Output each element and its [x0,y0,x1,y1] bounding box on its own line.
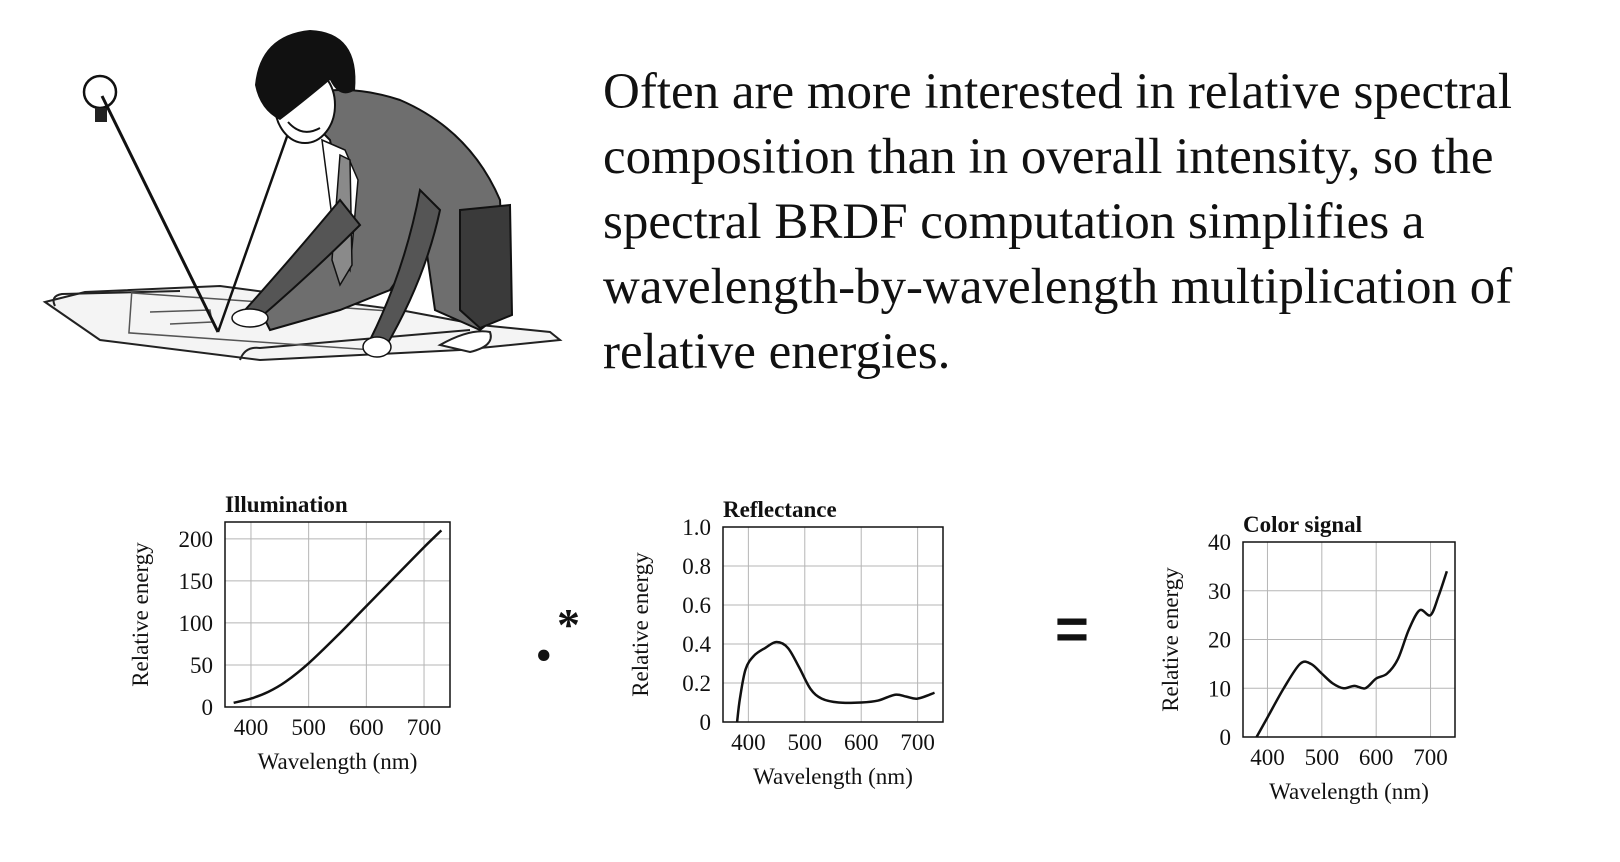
y-tick-label: 150 [179,569,214,594]
equals-operator: = [1055,597,1089,662]
slide-caption: Often are more interested in relative sp… [603,60,1603,385]
plot-frame [224,521,451,708]
caption-line: composition than in overall intensity, s… [603,129,1494,185]
x-tick-label: 600 [844,730,879,755]
x-axis-label: Wavelength (nm) [258,749,418,774]
x-tick-label: 700 [407,715,442,740]
x-tick-label: 500 [788,730,823,755]
illumination-chart: 400 500 600 700 0 50 100 150 200 Illumination Wave… [128,495,451,774]
chart-title: Color signal [1243,512,1362,537]
multiply-asterisk: * [557,599,580,650]
multiply-operator: . * [535,599,595,676]
y-axis-label: Relative energy [128,542,153,687]
plot-frame [1242,541,1456,738]
person-with-lamp-illustration [42,30,563,362]
y-tick-label: 1.0 [682,515,711,540]
x-tick-label: 600 [349,715,384,740]
y-tick-label: 10 [1208,676,1231,701]
y-tick-label: 200 [179,527,214,552]
y-axis-label: Relative energy [628,552,653,697]
chart-title: Illumination [225,495,348,517]
x-tick-label: 700 [1413,745,1448,770]
caption-line: Often are more interested in relative sp… [603,64,1513,120]
caption-line: wavelength-by-wavelength multiplication … [603,259,1513,315]
x-tick-label: 700 [900,730,935,755]
series-line [735,640,935,723]
y-tick-label: 0.4 [682,632,711,657]
x-tick-label: 400 [1250,745,1285,770]
y-tick-label: 0 [700,710,712,735]
x-tick-label: 400 [731,730,766,755]
reflectance-chart: 400 500 600 700 0 0.2 0.4 0.6 0.8 1.0 Reflectance W… [628,500,944,789]
caption-line: spectral BRDF computation simplifies a [603,194,1425,250]
y-tick-label: 50 [190,653,213,678]
y-tick-label: 0 [202,695,214,720]
series-line [1255,570,1449,738]
x-axis-label: Wavelength (nm) [1269,779,1429,804]
series-line [233,529,443,705]
color-signal-chart: 400 500 600 700 0 10 20 30 40 Color signal Wavelen… [1158,512,1456,804]
y-tick-label: 0.8 [682,554,711,579]
y-tick-label: 20 [1208,628,1231,653]
x-axis-label: Wavelength (nm) [753,764,913,789]
x-tick-label: 500 [291,715,326,740]
x-tick-label: 500 [1305,745,1340,770]
multiply-dot: . [535,599,553,676]
chart-title: Reflectance [723,500,837,522]
y-tick-label: 0 [1220,725,1232,750]
caption-line: relative energies. [603,324,951,380]
y-axis-label: Relative energy [1158,567,1183,712]
plot-frame [722,526,944,723]
y-tick-label: 0.2 [682,671,711,696]
x-tick-label: 400 [234,715,269,740]
x-tick-label: 600 [1359,745,1394,770]
y-tick-label: 30 [1208,579,1231,604]
y-tick-label: 0.6 [682,593,711,618]
y-tick-label: 100 [179,611,214,636]
y-tick-label: 40 [1208,530,1231,555]
